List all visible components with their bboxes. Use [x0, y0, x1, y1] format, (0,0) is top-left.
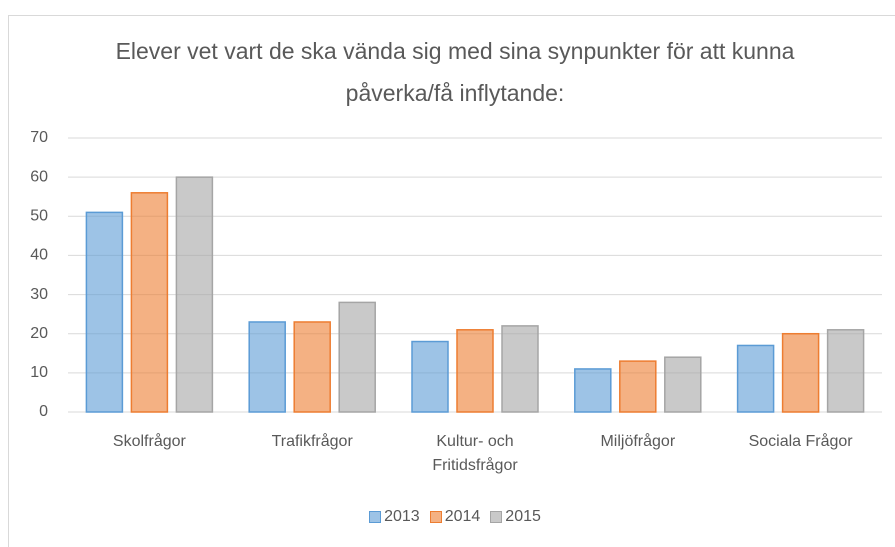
bar: [664, 356, 702, 413]
legend-swatch: [369, 511, 382, 523]
y-tick-label: 10: [30, 364, 48, 381]
x-tick-label: Skolfrågor: [112, 433, 186, 450]
legend-swatch: [429, 511, 442, 523]
chart-border: [8, 15, 895, 547]
legend-item: 2015: [490, 508, 541, 526]
bar: [456, 329, 494, 413]
bar: [293, 321, 331, 413]
legend-label: 2013: [384, 508, 420, 525]
x-tick-label: Kultur- och Fritidsfrågor: [432, 433, 518, 474]
bar: [826, 329, 865, 413]
y-tick-label: 20: [30, 325, 48, 342]
y-tick-label: 60: [30, 168, 48, 185]
bar: [619, 360, 657, 413]
bar: [501, 325, 539, 413]
legend-label: 2015: [505, 508, 541, 525]
bar: [574, 368, 612, 413]
y-tick-label: 50: [30, 208, 48, 225]
x-tick-label: Trafikfrågor: [271, 433, 353, 450]
bar: [130, 192, 169, 413]
bar: [248, 321, 286, 413]
bar: [736, 344, 775, 413]
legend-item: 2014: [429, 508, 481, 526]
bar: [338, 301, 376, 413]
x-tick-label: Miljöfrågor: [600, 433, 676, 450]
bar: [175, 176, 214, 413]
x-tick-label: Sociala Frågor: [748, 433, 853, 450]
legend-item: 2013: [369, 508, 420, 526]
legend: 2013 2014 2015: [0, 508, 895, 526]
y-tick-label: 40: [30, 247, 48, 264]
y-tick-label: 70: [30, 129, 48, 146]
bar: [85, 211, 124, 413]
chart-title: Elever vet vart de ska vända sig med sin…: [115, 38, 795, 106]
y-tick-label: 0: [39, 403, 48, 420]
legend-swatch: [490, 511, 503, 523]
bar: [781, 332, 820, 413]
legend-label: 2014: [444, 508, 481, 525]
bar: [411, 340, 449, 413]
y-tick-label: 30: [30, 286, 48, 303]
